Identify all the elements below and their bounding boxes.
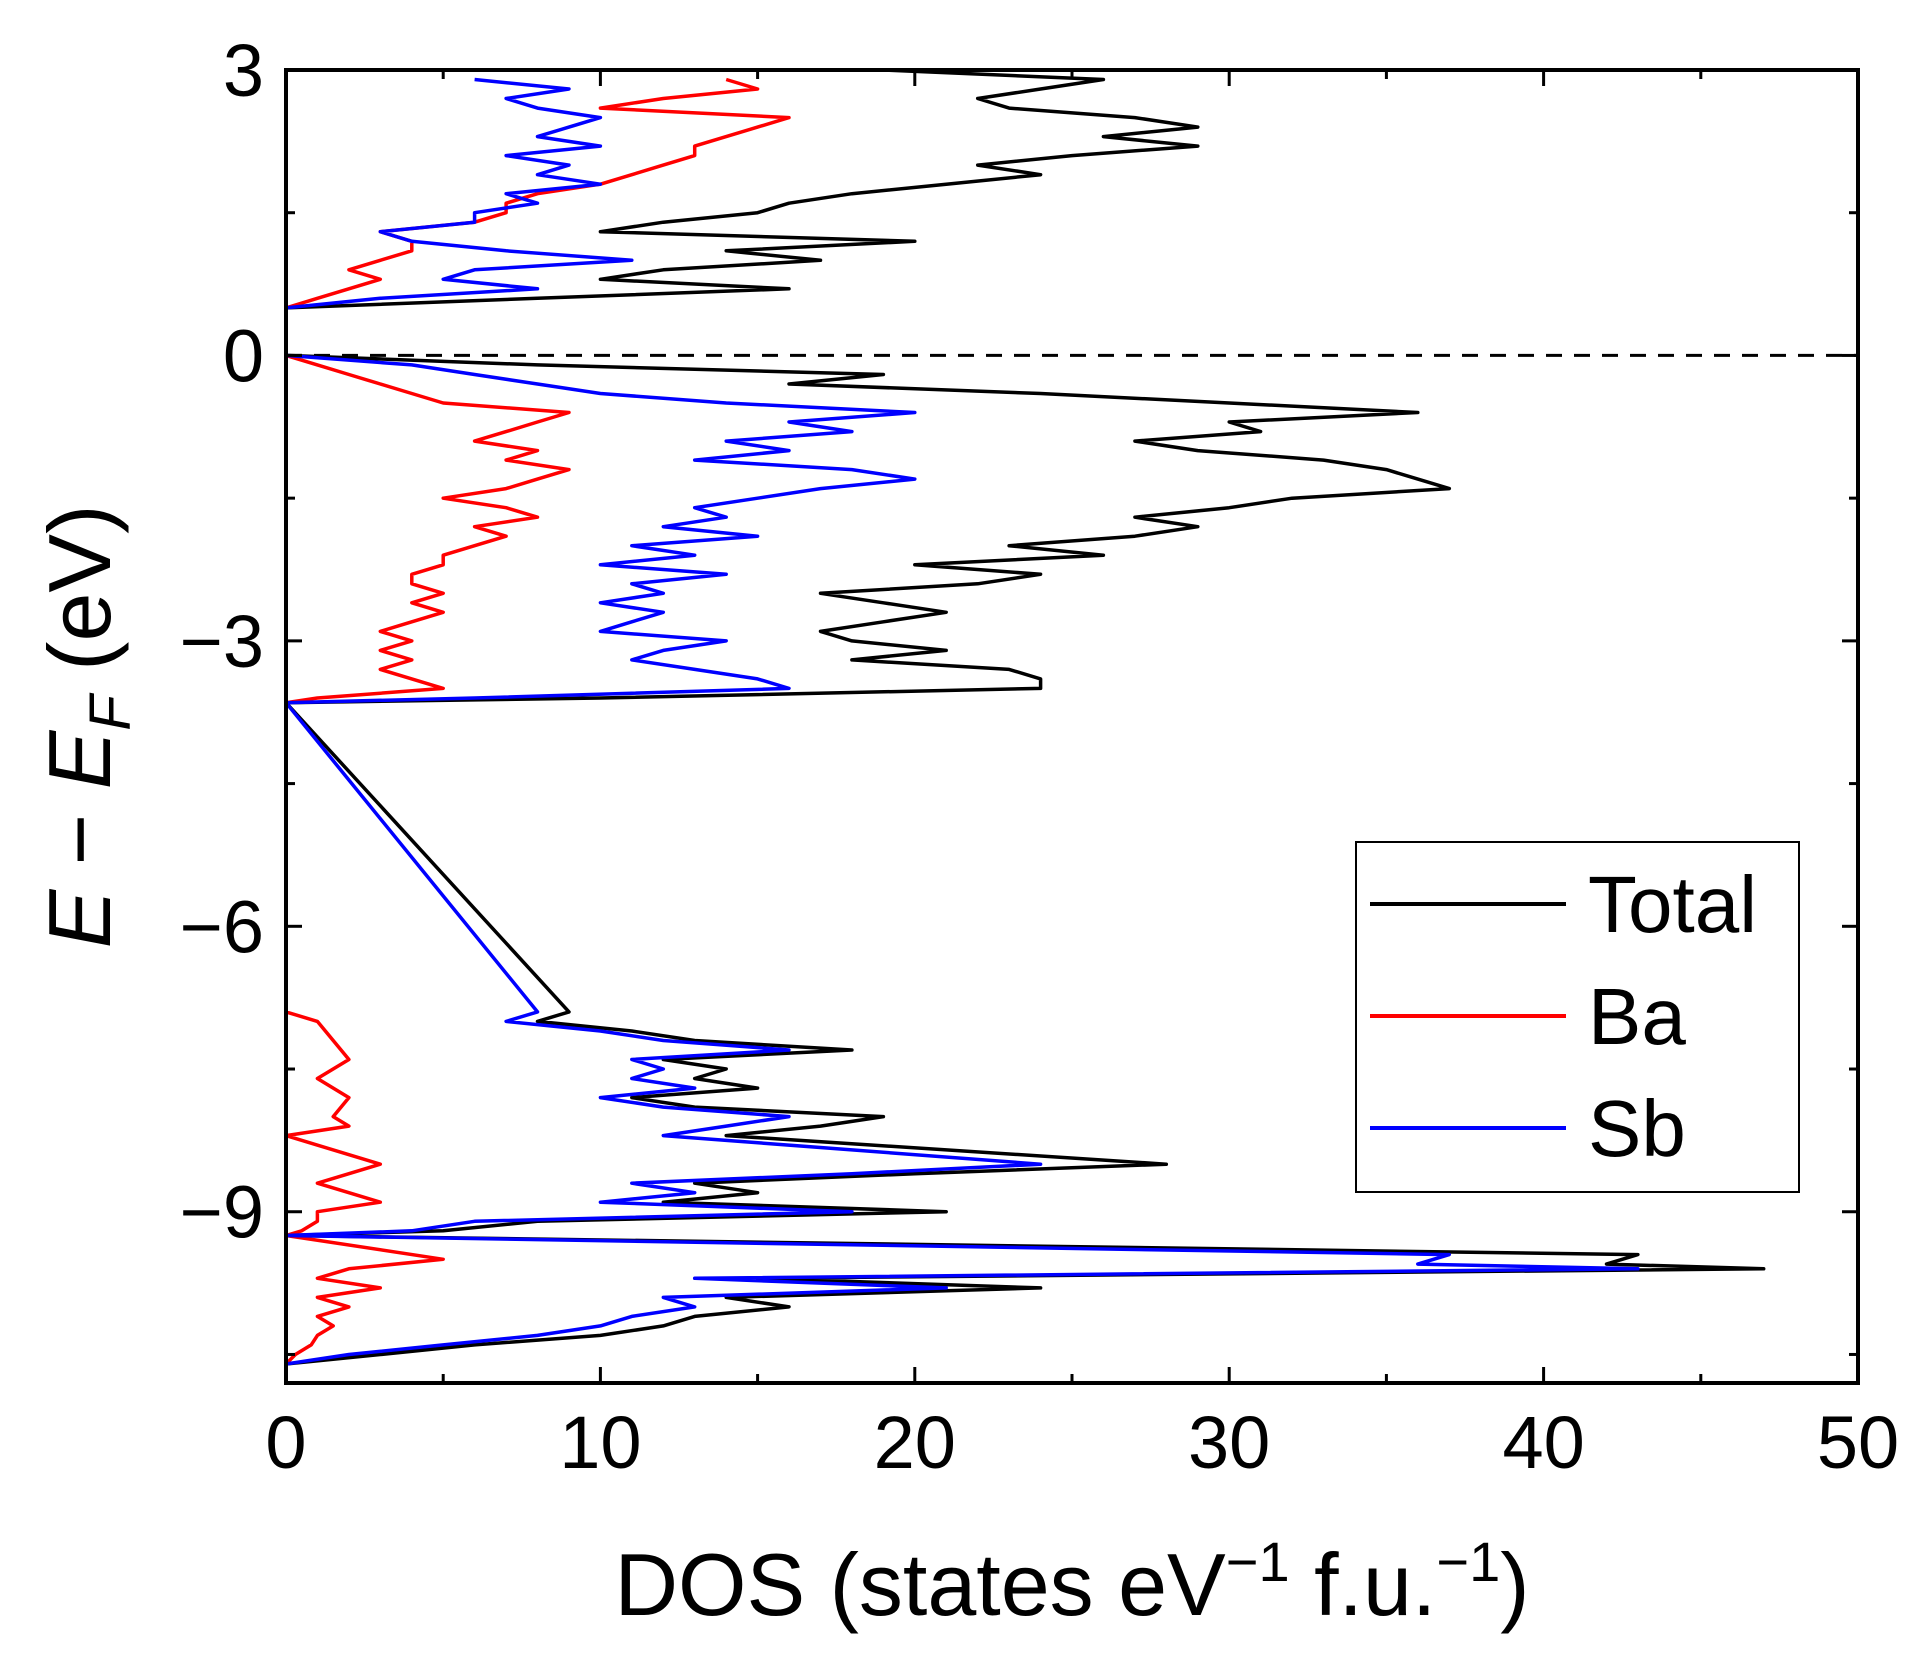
y-axis-title-e1: E xyxy=(30,888,129,948)
y-axis-title-sub: F xyxy=(78,692,143,731)
y-tick-label: −9 xyxy=(180,1171,264,1254)
x-tick-label: 50 xyxy=(1817,1401,1899,1484)
x-axis-title-end: ) xyxy=(1500,1535,1529,1634)
series-total xyxy=(284,68,1766,1366)
x-axis-title-exp1: −1 xyxy=(1226,1530,1290,1593)
y-tick-label: −3 xyxy=(180,600,264,683)
y-axis: 3 0 −3 −6 −9 xyxy=(180,29,1858,1356)
x-tick-label: 40 xyxy=(1502,1401,1584,1484)
y-axis-title-e2: E xyxy=(30,729,129,789)
legend-label-total: Total xyxy=(1588,860,1757,949)
legend-label-ba: Ba xyxy=(1588,972,1686,1061)
x-tick-label: 0 xyxy=(265,1401,306,1484)
y-axis-title-unit: (eV) xyxy=(30,505,129,696)
x-axis-title-main: DOS (states eV xyxy=(614,1535,1226,1634)
x-tick-label: 30 xyxy=(1188,1401,1270,1484)
x-tick-label: 20 xyxy=(874,1401,956,1484)
y-axis-title-minus: − xyxy=(30,789,129,889)
x-axis: 0 10 20 30 40 50 xyxy=(265,70,1899,1484)
x-axis-title: DOS (states eV−1 f.u.−1) xyxy=(614,1530,1529,1634)
y-axis-title: E − EF (eV) xyxy=(30,505,143,949)
legend-label-sb: Sb xyxy=(1588,1084,1686,1173)
series-sb xyxy=(284,77,1640,1366)
x-axis-title-mid: f.u. xyxy=(1290,1535,1437,1634)
x-tick-label: 10 xyxy=(559,1401,641,1484)
y-tick-label: −6 xyxy=(180,885,264,968)
x-axis-title-exp2: −1 xyxy=(1436,1530,1500,1593)
series-ba xyxy=(284,77,791,1366)
legend: Total Ba Sb xyxy=(1355,841,1800,1193)
series-layer xyxy=(284,68,1766,1366)
y-tick-label: 3 xyxy=(223,29,264,112)
y-tick-label: 0 xyxy=(223,314,264,397)
